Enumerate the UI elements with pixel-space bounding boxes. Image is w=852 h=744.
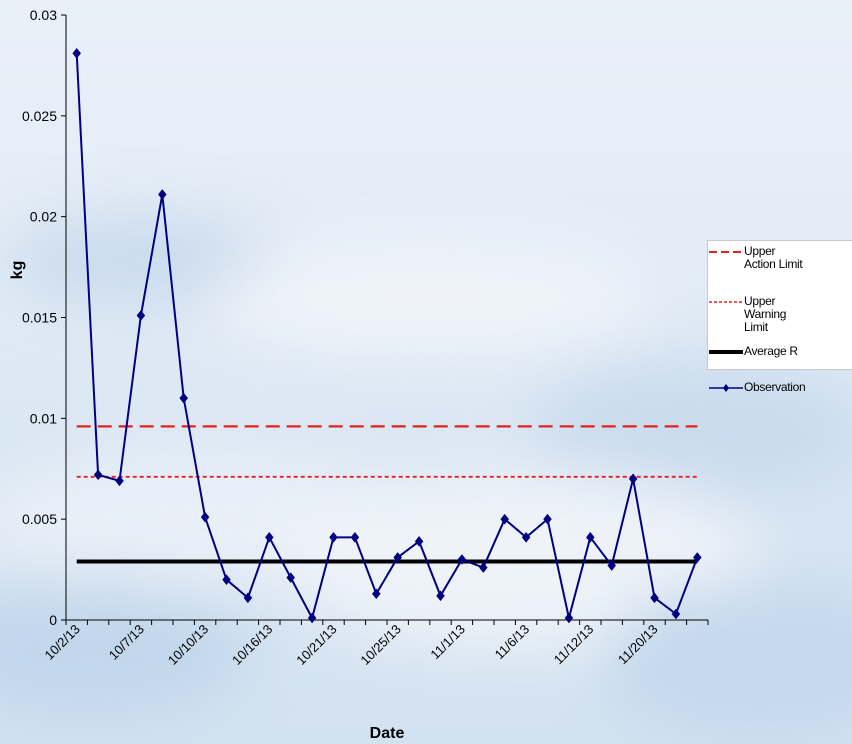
legend-label-line: Action Limit bbox=[744, 257, 803, 271]
legend-label: Observation bbox=[744, 381, 852, 394]
observation-point bbox=[543, 513, 552, 525]
x-tick-label: 11/12/13 bbox=[551, 622, 597, 668]
legend-label-line: Upper bbox=[744, 294, 776, 308]
legend-marker bbox=[723, 384, 729, 392]
observation-point bbox=[393, 552, 403, 563]
x-tick-label: 11/6/13 bbox=[492, 622, 533, 663]
observation-point bbox=[179, 392, 189, 404]
observation-point bbox=[585, 531, 595, 543]
x-tick-label: 10/7/13 bbox=[106, 622, 147, 663]
observation-point bbox=[243, 592, 253, 604]
observation-point bbox=[564, 612, 574, 624]
x-tick-label: 10/10/13 bbox=[165, 622, 211, 668]
y-tick-label: 0.03 bbox=[30, 7, 57, 23]
observation-point bbox=[607, 560, 617, 571]
legend-label-line: Warning bbox=[744, 307, 787, 321]
observation-point bbox=[264, 531, 274, 543]
legend-label: Average R bbox=[744, 345, 852, 358]
observation-point bbox=[307, 612, 317, 624]
observation-point bbox=[478, 562, 488, 573]
observation-point bbox=[414, 535, 424, 547]
legend-swatch bbox=[709, 251, 743, 253]
observation-point bbox=[671, 608, 681, 620]
y-tick-label: 0.01 bbox=[30, 410, 57, 426]
y-tick-label: 0.005 bbox=[22, 511, 57, 527]
y-axis-title: kg bbox=[9, 261, 26, 280]
x-tick-label: 11/20/13 bbox=[615, 622, 661, 668]
y-tick-label: 0.025 bbox=[22, 108, 57, 124]
x-tick-label: 10/16/13 bbox=[229, 622, 275, 668]
observation-point bbox=[350, 531, 360, 543]
y-tick-label: 0.015 bbox=[22, 310, 57, 326]
chart-legend: Upper Action Limit Upper Warning Limit Averag… bbox=[707, 240, 852, 394]
observation-point bbox=[628, 473, 638, 485]
x-tick-label: 11/1/13 bbox=[427, 622, 468, 663]
legend-label: Upper Warning Limit bbox=[744, 295, 852, 334]
legend-label-line: Upper bbox=[744, 244, 776, 258]
x-tick-label: 10/25/13 bbox=[357, 622, 403, 668]
y-tick-label: 0 bbox=[49, 612, 57, 628]
legend-label-line: Average R bbox=[744, 344, 798, 358]
legend-swatch bbox=[709, 301, 743, 303]
observation-point bbox=[650, 592, 659, 604]
observation-point bbox=[72, 47, 82, 59]
observation-point bbox=[157, 189, 167, 200]
plot-area bbox=[65, 15, 708, 621]
observation-point bbox=[457, 554, 467, 565]
observation-point bbox=[136, 310, 146, 321]
legend-label: Upper Action Limit bbox=[744, 245, 852, 271]
observation-point bbox=[286, 572, 296, 584]
observation-point bbox=[93, 469, 103, 481]
observation-point bbox=[200, 511, 210, 523]
legend-label-line: Limit bbox=[744, 320, 768, 334]
x-tick-label: 10/21/13 bbox=[293, 622, 339, 668]
observation-point bbox=[371, 588, 381, 600]
observation-line bbox=[75, 53, 699, 621]
legend-label-line: Observation bbox=[744, 380, 806, 394]
observation-point bbox=[692, 552, 702, 563]
observation-point bbox=[500, 513, 510, 525]
x-tick-label: 10/2/13 bbox=[42, 622, 83, 663]
observation-point bbox=[329, 531, 338, 543]
observation-point bbox=[436, 590, 445, 602]
observation-point bbox=[115, 475, 124, 487]
legend-swatch bbox=[709, 350, 743, 354]
observation-point bbox=[222, 574, 231, 586]
x-axis-title: Date bbox=[370, 725, 405, 742]
y-tick-label: 0.02 bbox=[30, 209, 57, 225]
observation-point bbox=[521, 531, 531, 543]
legend-swatch bbox=[709, 384, 743, 392]
